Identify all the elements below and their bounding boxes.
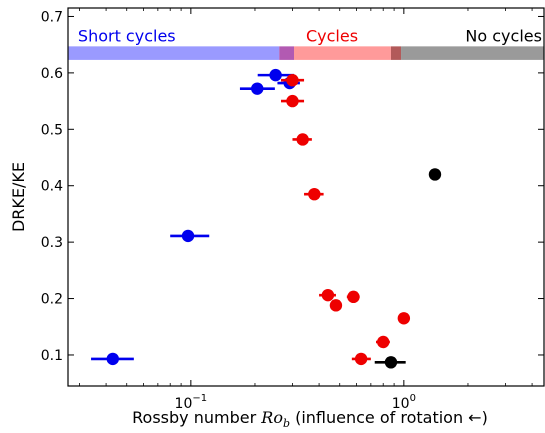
- x-tick-base: 10: [175, 396, 193, 412]
- data-point-1-7: [351, 352, 371, 366]
- marker: [269, 68, 282, 82]
- data-point-1-3: [304, 187, 324, 201]
- marker: [181, 229, 195, 243]
- x-tick-label-0: 10−1: [175, 393, 208, 412]
- y-tick-label-4: 0.5: [41, 122, 63, 138]
- x-tick-label-1: 100: [392, 393, 416, 412]
- regime-label-1: Cycles: [306, 26, 358, 45]
- marker: [296, 133, 309, 146]
- marker: [286, 94, 299, 108]
- marker: [384, 356, 398, 369]
- data-point-0-3: [257, 68, 295, 82]
- y-tick-label-0: 0.1: [41, 348, 63, 364]
- regime-labels: Short cycles Cycles No cycles: [78, 26, 542, 45]
- y-axis-label: DRKE/KE: [9, 162, 28, 232]
- x-axis-label-suffix: (influence of rotation ←): [290, 408, 488, 427]
- marker: [377, 335, 390, 349]
- data-point-1-2: [292, 133, 312, 146]
- data-point-1-9: [397, 312, 411, 325]
- axis-ticks: 0.10.20.30.40.50.60.710−1 100: [41, 8, 544, 412]
- marker: [308, 187, 321, 201]
- regime-band-segment-1: [279, 46, 295, 60]
- marker: [397, 312, 411, 325]
- regime-label-2: No cycles: [465, 26, 542, 45]
- marker: [347, 290, 360, 304]
- data-point-1-4: [319, 288, 336, 302]
- data-point-1-6: [346, 290, 360, 304]
- marker: [286, 74, 299, 87]
- data-point-0-2: [239, 82, 275, 95]
- marker: [106, 352, 119, 366]
- marker: [354, 352, 368, 366]
- regime-band-segment-4: [401, 46, 544, 60]
- x-axis-label-symbol: Ro: [260, 408, 283, 427]
- marker: [428, 168, 442, 181]
- data-point-1-1: [280, 94, 305, 108]
- y-tick-label-1: 0.2: [41, 292, 63, 308]
- data-point-1-8: [375, 335, 390, 349]
- data-point-2-1: [428, 168, 442, 181]
- regime-label-0: Short cycles: [78, 26, 176, 45]
- x-tick-exponent: 0: [410, 393, 416, 404]
- y-tick-label-5: 0.6: [41, 66, 63, 82]
- plot-frame: [67, 7, 545, 387]
- regime-band-segment-2: [294, 46, 391, 60]
- data-point-0-1: [170, 229, 210, 243]
- x-tick-exponent: −1: [192, 393, 207, 404]
- y-tick-label-2: 0.3: [41, 235, 63, 251]
- x-axis-label-subscript: b: [283, 417, 290, 430]
- x-tick-base: 10: [392, 396, 410, 412]
- data-point-1-5: [329, 299, 343, 312]
- regime-band-segment-3: [390, 46, 402, 60]
- data-point-1-0: [280, 74, 305, 87]
- x-axis-label: Rossby number Rob (influence of rotation…: [132, 408, 488, 430]
- marker: [329, 299, 343, 312]
- regime-band: [68, 46, 544, 60]
- marker: [321, 288, 335, 302]
- data-point-2-0: [374, 356, 406, 369]
- regime-band-segment-0: [68, 46, 280, 60]
- data-points: [91, 68, 442, 369]
- y-tick-label-6: 0.7: [41, 9, 63, 25]
- y-tick-label-3: 0.4: [41, 179, 63, 195]
- data-point-0-0: [91, 352, 134, 366]
- x-axis-label-prefix: Rossby number: [132, 408, 261, 427]
- marker: [251, 82, 264, 95]
